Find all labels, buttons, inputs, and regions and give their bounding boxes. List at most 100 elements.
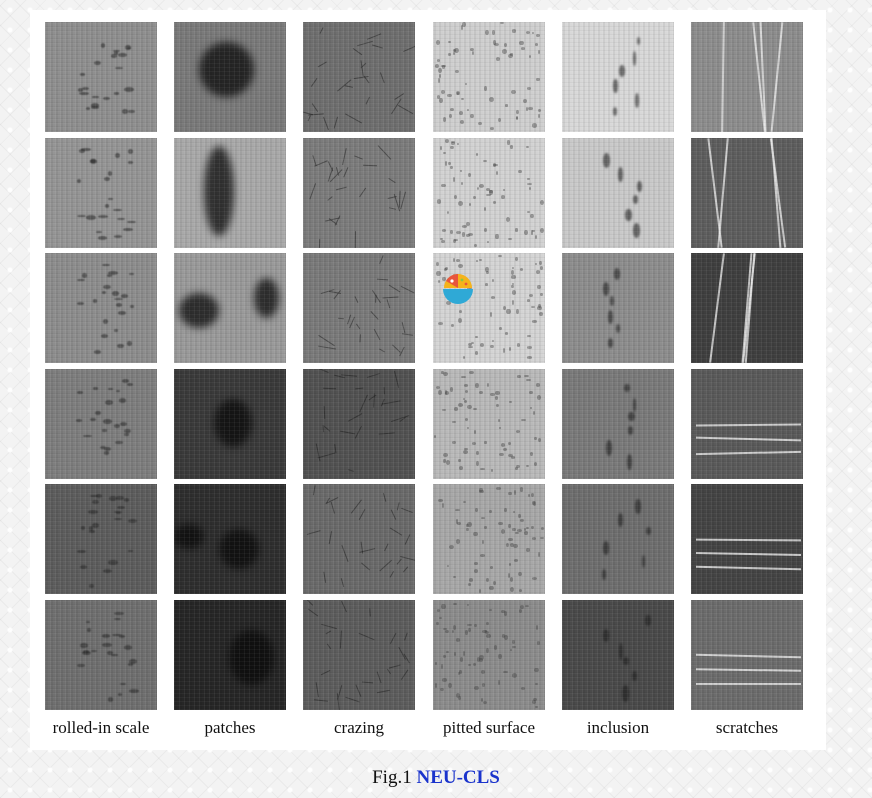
scale-mark xyxy=(76,214,87,218)
craze-line xyxy=(401,321,406,333)
pit xyxy=(505,542,509,548)
pit xyxy=(486,382,489,388)
pit xyxy=(441,604,446,609)
pit xyxy=(483,526,487,529)
pit xyxy=(526,107,529,112)
inclusion-streak xyxy=(634,93,640,109)
pit xyxy=(478,390,483,395)
pit xyxy=(510,89,516,94)
pit xyxy=(507,492,513,495)
pit xyxy=(502,49,507,55)
scratch-line xyxy=(695,565,802,571)
craze-line xyxy=(405,534,411,545)
scale-mark xyxy=(76,178,81,184)
scale-mark xyxy=(122,108,129,114)
sample-scratches-6 xyxy=(691,600,803,710)
pit xyxy=(489,585,494,591)
pit xyxy=(457,201,463,207)
pit xyxy=(531,32,535,35)
pit xyxy=(473,568,478,573)
pit xyxy=(474,686,479,690)
craze-line xyxy=(355,387,364,390)
craze-line xyxy=(400,669,409,680)
craze-line xyxy=(388,284,401,292)
pit xyxy=(489,312,493,317)
craze-line xyxy=(383,543,389,552)
pit xyxy=(525,527,530,530)
scale-mark xyxy=(110,54,118,58)
craze-line xyxy=(370,311,379,320)
craze-line xyxy=(323,571,327,583)
craze-line xyxy=(356,323,361,330)
patch-spot xyxy=(174,524,204,549)
scale-mark xyxy=(96,494,102,498)
pit xyxy=(489,608,493,612)
craze-line xyxy=(354,155,363,160)
sample-crazing-6 xyxy=(303,600,415,710)
pit xyxy=(483,700,487,704)
craze-line xyxy=(360,562,370,571)
pit xyxy=(501,194,505,200)
pit xyxy=(442,677,447,682)
scale-mark xyxy=(124,45,132,50)
pit xyxy=(448,682,452,688)
scale-mark xyxy=(107,171,113,177)
scale-mark xyxy=(77,390,83,395)
pit xyxy=(508,441,511,445)
caption-link[interactable]: NEU-CLS xyxy=(416,767,500,788)
pit xyxy=(457,522,462,526)
scratch-line xyxy=(709,253,725,363)
sample-patches-4 xyxy=(174,369,286,479)
pit xyxy=(467,623,472,627)
craze-line xyxy=(365,96,371,104)
pit xyxy=(449,544,454,549)
craze-line xyxy=(321,670,331,676)
scale-mark xyxy=(116,303,123,307)
logo-dot-1 xyxy=(450,279,454,283)
pit xyxy=(440,664,443,669)
pit xyxy=(502,634,505,639)
scratch-line xyxy=(695,682,802,686)
pit xyxy=(497,654,503,660)
pit xyxy=(511,283,514,286)
scale-mark xyxy=(85,106,90,110)
scale-mark xyxy=(77,87,84,93)
pit xyxy=(463,383,468,388)
pit xyxy=(475,350,478,355)
pit xyxy=(460,97,464,101)
pit xyxy=(446,460,451,465)
craze-line xyxy=(380,72,385,83)
pit xyxy=(437,608,441,613)
pit xyxy=(505,216,510,222)
pit xyxy=(448,162,451,166)
craze-line xyxy=(378,432,395,435)
inclusion-streak xyxy=(627,426,634,435)
craze-line xyxy=(314,699,329,702)
pit xyxy=(507,453,513,458)
craze-line xyxy=(389,571,395,579)
inclusion-streak xyxy=(602,629,609,643)
pit xyxy=(443,151,446,155)
pit xyxy=(500,442,506,448)
pit xyxy=(446,300,452,305)
scratch-line xyxy=(695,423,802,427)
sample-rolled-6 xyxy=(45,600,157,710)
scale-mark xyxy=(90,649,97,652)
craze-line xyxy=(383,387,385,394)
pit xyxy=(539,265,544,270)
scale-mark xyxy=(113,234,123,238)
pit xyxy=(504,43,508,48)
inclusion-streak xyxy=(606,440,613,457)
scale-mark xyxy=(101,333,109,338)
pit xyxy=(494,43,500,47)
pit xyxy=(531,306,536,309)
scale-mark xyxy=(90,106,99,109)
craze-line xyxy=(340,630,343,648)
column-label-pitted: pitted surface xyxy=(442,718,536,737)
column-label-inclusion: inclusion xyxy=(586,718,650,737)
pit xyxy=(466,603,470,607)
pit xyxy=(527,334,531,337)
pit xyxy=(455,258,460,263)
pit xyxy=(449,230,454,234)
craze-line xyxy=(311,103,318,113)
